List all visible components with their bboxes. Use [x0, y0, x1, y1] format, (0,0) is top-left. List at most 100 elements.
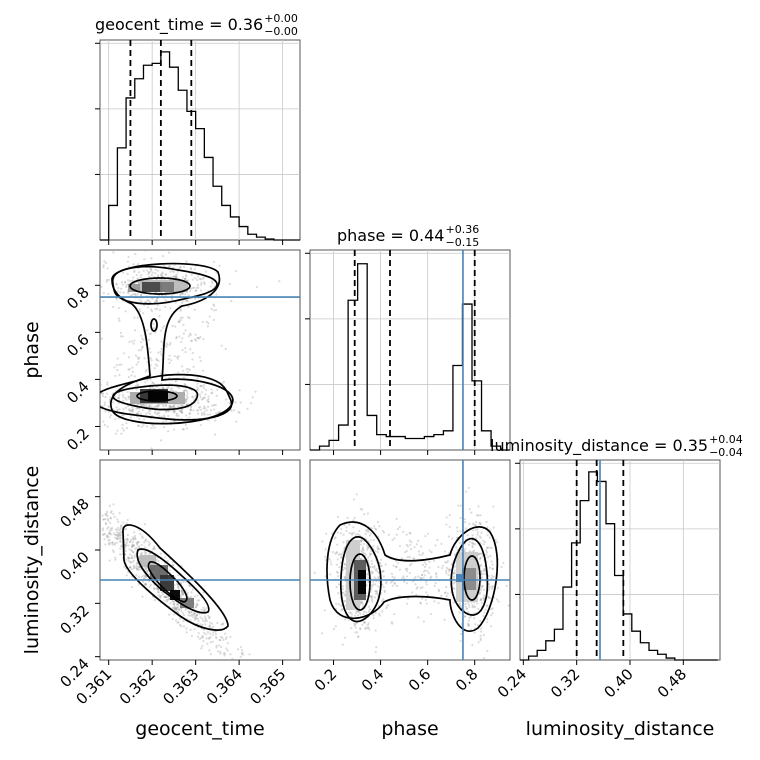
sample-point — [173, 613, 176, 616]
sample-point — [137, 358, 140, 361]
sample-point — [201, 644, 204, 648]
sample-point — [175, 414, 178, 417]
sample-point — [143, 583, 146, 587]
sample-point — [144, 567, 148, 570]
sample-point — [164, 595, 167, 599]
sample-point — [134, 537, 137, 541]
sample-point — [175, 412, 179, 415]
sample-point — [406, 555, 409, 559]
sample-point — [456, 526, 459, 529]
sample-point — [155, 298, 158, 302]
sample-point — [193, 297, 197, 300]
sample-point — [369, 566, 372, 569]
sample-point — [222, 380, 225, 383]
sample-point — [118, 529, 121, 532]
sample-point — [218, 410, 221, 413]
sample-point — [500, 565, 503, 569]
x-tick-label: 0.24 — [494, 665, 530, 701]
sample-point — [207, 395, 210, 398]
sample-point — [108, 543, 111, 546]
sample-point — [370, 570, 373, 573]
sample-point — [222, 622, 225, 625]
histogram-phase — [310, 263, 511, 451]
sample-point — [445, 569, 448, 573]
sample-point — [179, 410, 182, 413]
panel-frame — [99, 249, 301, 451]
sample-point — [369, 550, 373, 553]
sample-point — [240, 667, 242, 669]
sample-point — [228, 282, 232, 286]
sample-point — [375, 590, 379, 594]
sample-point — [479, 523, 482, 526]
density-cell — [128, 284, 140, 292]
sample-point — [201, 320, 204, 324]
sample-point — [218, 264, 221, 267]
sample-point — [136, 384, 139, 387]
sample-point — [203, 620, 206, 623]
sample-point — [340, 553, 344, 556]
sample-point — [367, 530, 370, 534]
sample-point — [132, 276, 135, 279]
sample-point — [483, 656, 486, 660]
sample-point — [185, 398, 188, 401]
sample-point — [198, 277, 202, 280]
sample-point — [477, 505, 480, 508]
sample-point — [208, 624, 211, 627]
sample-point — [452, 575, 456, 578]
sample-point — [166, 560, 169, 563]
sample-point — [207, 400, 210, 403]
sample-point — [146, 379, 149, 382]
sample-point — [136, 567, 139, 570]
sample-point — [154, 307, 157, 311]
sample-point — [475, 536, 478, 539]
sample-point — [375, 568, 378, 571]
sample-point — [448, 568, 451, 572]
sample-point — [152, 424, 155, 427]
sample-point — [467, 486, 470, 489]
sample-point — [142, 269, 145, 272]
sample-point — [468, 550, 471, 553]
sample-point — [483, 568, 486, 571]
sample-point — [126, 533, 130, 537]
sample-point — [180, 591, 183, 594]
sample-point — [360, 550, 363, 553]
sample-point — [185, 414, 188, 417]
sample-point — [64, 480, 66, 482]
sample-point — [502, 561, 505, 565]
sample-point — [121, 553, 124, 556]
sample-point — [134, 566, 137, 569]
sample-point — [381, 583, 384, 586]
sample-point — [340, 604, 343, 607]
sample-point — [133, 536, 137, 539]
sample-point — [468, 522, 471, 525]
sample-point — [162, 425, 166, 429]
sample-point — [180, 589, 183, 593]
sample-point — [126, 537, 129, 541]
sample-point — [116, 357, 119, 360]
sample-point — [130, 294, 133, 297]
sample-point — [507, 604, 510, 607]
sample-point — [97, 253, 99, 255]
sample-point — [391, 575, 394, 578]
sample-point — [223, 654, 226, 657]
sample-point — [215, 644, 218, 647]
sample-point — [421, 586, 424, 589]
sample-point — [145, 570, 148, 573]
sample-point — [115, 534, 118, 537]
sample-point — [204, 623, 207, 626]
sample-point — [103, 532, 106, 536]
sample-point — [240, 652, 243, 655]
sample-point — [153, 587, 156, 590]
sample-point — [186, 396, 189, 399]
sample-point — [441, 564, 444, 567]
sample-point — [173, 606, 176, 609]
sample-point — [443, 618, 446, 621]
sample-point — [379, 558, 383, 561]
sample-point — [437, 565, 440, 569]
sample-point — [196, 382, 199, 385]
sample-point — [366, 548, 369, 551]
sample-point — [357, 533, 360, 536]
sample-point — [137, 540, 140, 544]
sample-point — [489, 554, 492, 558]
sample-point — [385, 605, 389, 608]
